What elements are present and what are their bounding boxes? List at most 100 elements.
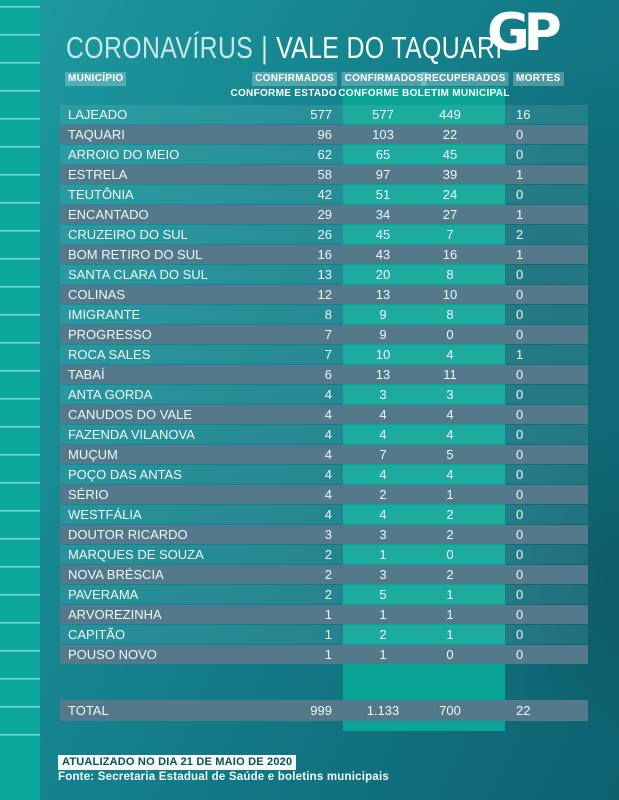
spacer	[332, 605, 343, 624]
cell-mortes: 0	[516, 427, 524, 442]
cell-recuperados: 10	[442, 287, 458, 302]
cell-mortes: 1	[516, 207, 524, 222]
cell-mortes: 0	[516, 607, 524, 622]
cell-confirmados-municipal: 2	[379, 627, 387, 642]
cell-confirmados-estado: 13	[317, 267, 332, 282]
cell-confirmados-estado: 3	[324, 527, 332, 542]
cell-confirmados-estado: 4	[324, 507, 332, 522]
cell-recuperados: 2	[446, 507, 454, 522]
cell-confirmados-municipal: 3	[379, 387, 387, 402]
cell-municipio: MARQUES DE SOUZA	[68, 547, 204, 562]
spacer	[477, 325, 516, 344]
cell-confirmados-estado: 2	[324, 567, 332, 582]
cell-municipio: LAJEADO	[68, 107, 128, 122]
table-row: TABAÍ 6 13 11 0	[60, 365, 588, 384]
cell-confirmados-estado: 577	[310, 107, 332, 122]
cell-confirmados-municipal: 51	[375, 187, 391, 202]
cell-confirmados-estado: 4	[324, 467, 332, 482]
table-row: PAVERAMA 2 5 1 0	[60, 585, 588, 604]
cell-confirmados-estado: 7	[324, 347, 332, 362]
gp-logo: GP	[487, 2, 587, 64]
cell-mortes: 0	[516, 647, 524, 662]
spacer	[477, 485, 516, 504]
spacer	[477, 385, 516, 404]
cell-confirmados-municipal: 2	[379, 487, 387, 502]
table-body: LAJEADO 577 577 449 16 TAQUARI 96 103 22 0 ARROIO …	[60, 105, 588, 665]
cell-municipio: POUSO NOVO	[68, 647, 157, 662]
cell-confirmados-estado: 4	[324, 447, 332, 462]
spacer	[477, 505, 516, 524]
cell-mortes: 1	[516, 247, 524, 262]
table-row: PROGRESSO 7 9 0 0	[60, 325, 588, 344]
table-row: POUSO NOVO 1 1 0 0	[60, 645, 588, 664]
cell-mortes: 1	[516, 347, 524, 362]
cell-confirmados-estado: 29	[317, 207, 332, 222]
cell-confirmados-municipal: 577	[372, 107, 394, 122]
cell-mortes: 0	[516, 327, 524, 342]
cell-municipio: CANUDOS DO VALE	[68, 407, 193, 422]
spacer	[332, 165, 343, 184]
spacer	[477, 285, 516, 304]
spacer	[477, 585, 516, 604]
table-row: FAZENDA VILANOVA 4 4 4 0	[60, 425, 588, 444]
ruled-margin-decoration	[0, 0, 40, 800]
cell-recuperados: 8	[446, 267, 454, 282]
table-row: SÉRIO 4 2 1 0	[60, 485, 588, 504]
cell-municipio: SÉRIO	[68, 487, 109, 502]
cell-confirmados-estado: 2	[324, 547, 332, 562]
spacer	[332, 265, 343, 284]
cell-recuperados: 16	[442, 247, 458, 262]
cell-recuperados: 7	[446, 227, 454, 242]
cell-municipio: COLINAS	[68, 287, 126, 302]
cell-recuperados: 3	[446, 387, 454, 402]
cell-mortes: 0	[516, 547, 524, 562]
cell-confirmados-municipal: 13	[375, 367, 391, 382]
cell-confirmados-municipal: 1	[379, 607, 387, 622]
cell-municipio: ARVOREZINHA	[68, 607, 162, 622]
table-row: POÇO DAS ANTAS 4 4 4 0	[60, 465, 588, 484]
table-row: MUÇUM 4 7 5 0	[60, 445, 588, 464]
spacer	[477, 465, 516, 484]
total-mortes: 22	[516, 703, 531, 718]
cell-recuperados: 449	[439, 107, 461, 122]
updated-date-badge: ATUALIZADO NO DIA 21 DE MAIO DE 2020	[58, 755, 297, 770]
spacer	[477, 165, 516, 184]
cell-recuperados: 0	[446, 327, 454, 342]
cell-recuperados: 1	[446, 487, 454, 502]
cell-confirmados-municipal: 20	[375, 267, 391, 282]
cell-confirmados-municipal: 4	[379, 467, 387, 482]
spacer	[332, 205, 343, 224]
cell-mortes: 0	[516, 467, 524, 482]
spacer	[477, 445, 516, 464]
spacer	[332, 225, 343, 244]
col-subheader-conforme-estado: CONFORME ESTADO	[230, 88, 337, 99]
cell-municipio: ROCA SALES	[68, 347, 151, 362]
spacer	[477, 525, 516, 544]
cell-mortes: 0	[516, 487, 524, 502]
spacer	[332, 465, 343, 484]
cell-confirmados-municipal: 4	[379, 507, 387, 522]
spacer	[477, 245, 516, 264]
cell-recuperados: 27	[442, 207, 458, 222]
table-row: CRUZEIRO DO SUL 26 45 7 2	[60, 225, 588, 244]
spacer	[477, 605, 516, 624]
cell-municipio: POÇO DAS ANTAS	[68, 467, 182, 482]
col-header-recuperados: RECUPERADOS	[421, 72, 509, 86]
cell-confirmados-estado: 2	[324, 587, 332, 602]
cell-municipio: SANTA CLARA DO SUL	[68, 267, 208, 282]
spacer	[332, 505, 343, 524]
spacer	[332, 105, 343, 124]
cell-mortes: 0	[516, 587, 524, 602]
cell-mortes: 0	[516, 147, 524, 162]
table-row: BOM RETIRO DO SUL 16 43 16 1	[60, 245, 588, 264]
spacer	[477, 345, 516, 364]
cell-confirmados-estado: 12	[317, 287, 332, 302]
cell-recuperados: 2	[446, 527, 454, 542]
col-header-mortes: MORTES	[513, 72, 564, 86]
page-title: CORONAVÍRUS | VALE DO TAQUARI	[66, 30, 503, 66]
table-row: ARVOREZINHA 1 1 1 0	[60, 605, 588, 624]
cell-recuperados: 0	[446, 547, 454, 562]
table-row: ANTA GORDA 4 3 3 0	[60, 385, 588, 404]
cell-municipio: CAPITÃO	[68, 627, 126, 642]
